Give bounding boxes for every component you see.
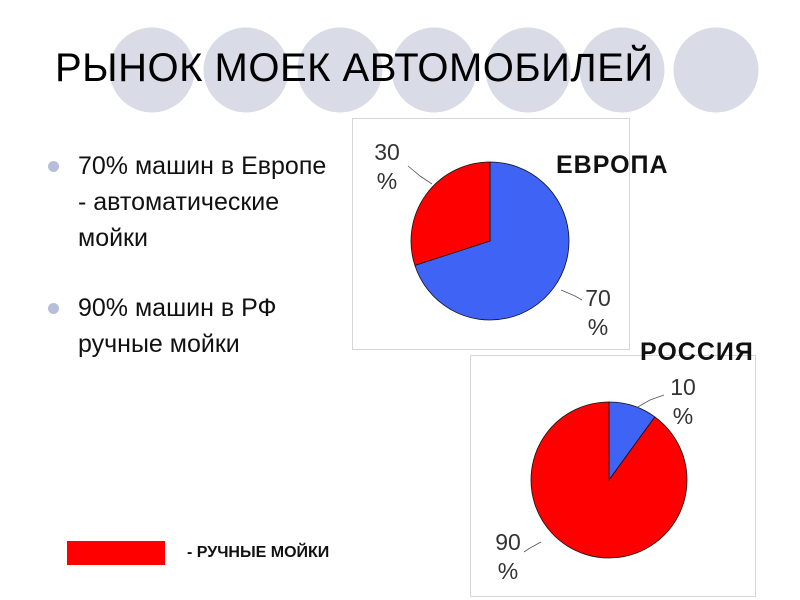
decor-circle bbox=[670, 24, 762, 116]
bullet-text: 90% машин в РФ ручные мойки bbox=[78, 294, 277, 358]
slice-label-unit: % bbox=[587, 314, 609, 340]
russia-slice-label-automatic: 10 % bbox=[663, 373, 703, 431]
slice-label-value: 70 bbox=[585, 285, 611, 311]
page-title: РЫНОК МОЕК АВТОМОБИЛЕЙ bbox=[55, 46, 654, 90]
decor-circle bbox=[294, 24, 386, 116]
europe-slice-label-manual: 30 % bbox=[367, 138, 407, 196]
slice-label-value: 10 bbox=[670, 374, 696, 400]
bullet-item: 70% машин в Европе - автоматические мойк… bbox=[48, 148, 338, 256]
decor-circle bbox=[200, 24, 292, 116]
slice-label-value: 90 bbox=[495, 529, 521, 555]
slice-label-value: 30 bbox=[374, 139, 400, 165]
bullet-dot-icon bbox=[48, 161, 59, 172]
slice-label-unit: % bbox=[497, 558, 519, 584]
legend-label: - РУЧНЫЕ МОЙКИ bbox=[187, 544, 330, 561]
decor-circle bbox=[482, 24, 574, 116]
russia-slice-label-manual: 90 % bbox=[488, 528, 528, 586]
slice-label-unit: % bbox=[376, 168, 398, 194]
europe-chart-title: ЕВРОПА bbox=[556, 151, 669, 179]
decor-circle bbox=[388, 24, 480, 116]
bullet-text: 70% машин в Европе - автоматические мойк… bbox=[78, 152, 327, 252]
legend-swatch bbox=[67, 541, 165, 565]
russia-chart-title: РОССИЯ bbox=[640, 338, 754, 366]
decorative-circles bbox=[106, 24, 762, 116]
bullet-list: 70% машин в Европе - автоматические мойк… bbox=[48, 148, 338, 396]
slice-label-unit: % bbox=[672, 403, 694, 429]
decor-circle bbox=[576, 24, 668, 116]
bullet-item: 90% машин в РФ ручные мойки bbox=[48, 290, 338, 362]
europe-slice-label-automatic: 70 % bbox=[578, 284, 618, 342]
decor-circle bbox=[106, 24, 198, 116]
bullet-dot-icon bbox=[48, 303, 59, 314]
